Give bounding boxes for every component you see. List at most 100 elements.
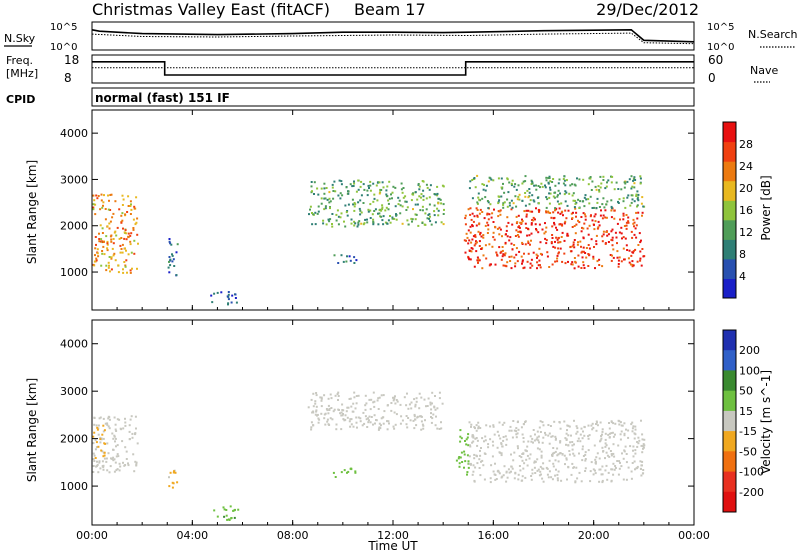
data-cell — [402, 187, 405, 189]
data-cell — [94, 439, 97, 442]
data-cell — [524, 449, 527, 452]
data-cell — [499, 228, 502, 231]
data-cell — [405, 200, 408, 203]
data-cell — [372, 182, 375, 185]
data-cell — [615, 181, 618, 184]
data-cell — [415, 213, 418, 216]
data-cell — [393, 398, 396, 401]
data-cell — [96, 248, 99, 251]
data-cell — [559, 212, 562, 215]
data-cell — [364, 404, 367, 407]
data-cell — [438, 197, 441, 200]
data-cell — [636, 217, 639, 220]
data-cell — [172, 471, 175, 474]
data-cell — [367, 417, 369, 420]
data-cell — [583, 267, 586, 269]
data-cell — [562, 178, 565, 180]
data-cell — [120, 237, 123, 239]
data-cell — [110, 268, 113, 271]
data-cell — [413, 427, 416, 430]
data-cell — [508, 429, 511, 432]
colorbar-swatch — [723, 471, 736, 493]
data-cell — [354, 222, 357, 225]
data-cell — [478, 259, 481, 262]
data-cell — [578, 221, 581, 224]
data-cell — [341, 409, 344, 411]
data-cell — [640, 239, 642, 242]
data-cell — [617, 188, 620, 190]
data-cell — [592, 426, 595, 429]
data-cell — [621, 452, 623, 455]
data-cell — [639, 467, 642, 470]
data-cell — [475, 250, 478, 253]
data-cell — [358, 220, 361, 223]
data-cell — [596, 452, 599, 455]
panel-frame — [91, 109, 695, 311]
data-cell — [640, 464, 643, 467]
data-cell — [548, 202, 551, 205]
data-cell — [422, 427, 425, 430]
data-cell — [517, 473, 520, 476]
data-cell — [625, 428, 627, 431]
data-cell — [434, 408, 437, 411]
data-cell — [524, 192, 527, 194]
data-cell — [596, 197, 599, 200]
data-cell — [556, 228, 559, 231]
data-cell — [564, 200, 567, 203]
data-cell — [372, 220, 375, 223]
colorbar-swatch — [723, 431, 736, 452]
data-cell — [564, 190, 567, 193]
data-cell — [639, 182, 642, 185]
data-cell — [613, 209, 616, 212]
data-cell — [580, 267, 583, 269]
data-cell — [118, 237, 121, 240]
data-cell — [355, 259, 358, 262]
data-cell — [519, 469, 522, 472]
data-cell — [314, 413, 317, 416]
data-cell — [377, 223, 380, 226]
data-cell — [561, 453, 564, 456]
data-cell — [127, 205, 130, 207]
data-cell — [101, 227, 104, 230]
data-cell — [124, 421, 127, 424]
data-cell — [510, 470, 512, 473]
data-cell — [639, 259, 642, 262]
data-cell — [473, 244, 476, 247]
data-cell — [479, 231, 482, 234]
data-cell — [99, 416, 102, 419]
data-cell — [606, 181, 608, 184]
data-cell — [364, 394, 367, 397]
data-cell — [511, 467, 514, 470]
data-cell — [428, 217, 431, 220]
data-cell — [612, 462, 615, 465]
data-cell — [111, 216, 114, 219]
data-cell — [428, 188, 431, 191]
data-cell — [114, 200, 117, 203]
data-cell — [634, 452, 637, 455]
data-cell — [640, 419, 642, 422]
cpid-panel-frame — [91, 87, 695, 107]
data-cell — [344, 225, 347, 228]
data-cell — [355, 416, 358, 419]
data-cell — [401, 222, 404, 225]
data-cell — [227, 298, 230, 301]
data-cell — [579, 240, 582, 243]
data-cell — [329, 218, 332, 221]
data-cell — [93, 416, 96, 419]
data-cell — [513, 429, 516, 432]
data-cell — [633, 200, 636, 203]
data-cell — [112, 459, 115, 462]
data-cell — [345, 410, 348, 413]
data-cell — [467, 229, 470, 232]
data-cell — [432, 413, 435, 416]
data-cell — [107, 261, 110, 264]
data-cell — [481, 267, 484, 270]
data-cell — [573, 419, 575, 422]
data-cell — [394, 205, 397, 208]
data-cell — [573, 246, 576, 249]
data-cell — [524, 243, 527, 246]
colorbar-tick-label: 200 — [739, 344, 760, 357]
data-cell — [509, 236, 512, 239]
data-cell — [565, 191, 568, 194]
data-cell — [596, 201, 599, 204]
